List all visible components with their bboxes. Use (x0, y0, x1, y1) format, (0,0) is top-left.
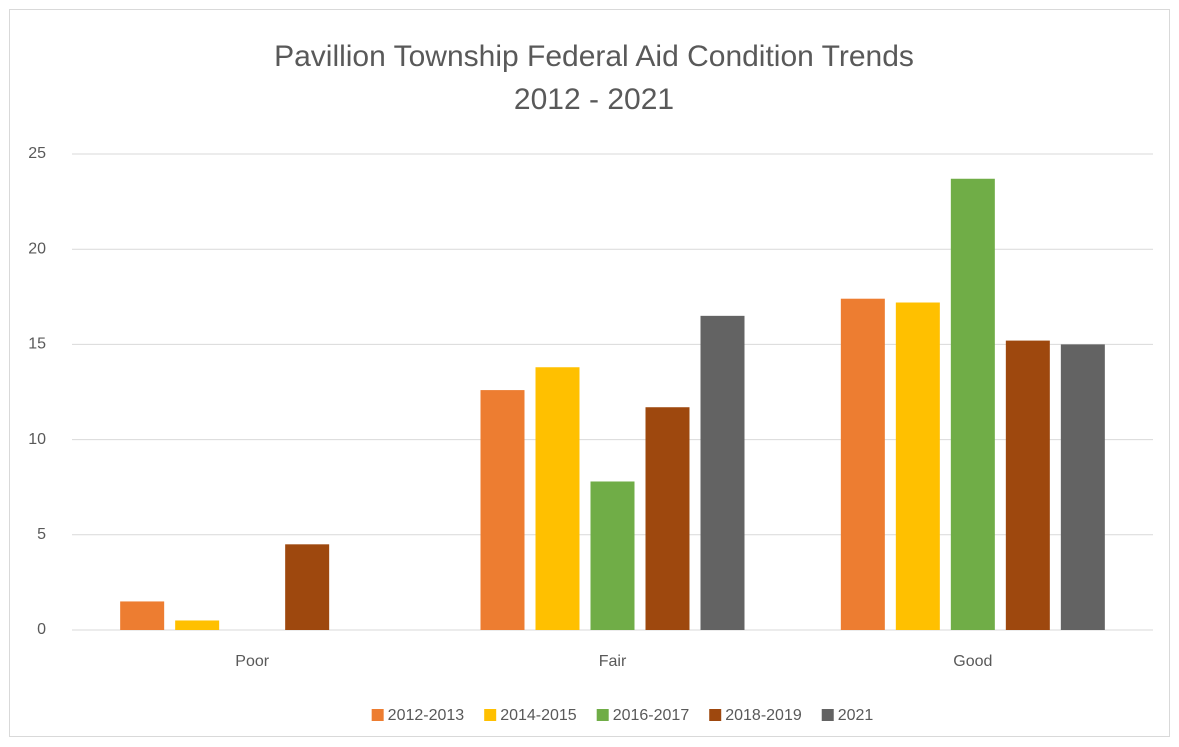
bar (285, 544, 330, 630)
x-tick-label: Fair (599, 653, 627, 670)
bar (895, 302, 940, 630)
x-tick-label: Good (953, 653, 992, 670)
legend-swatch (821, 709, 834, 721)
legend-swatch (371, 709, 384, 721)
y-tick-label: 0 (37, 621, 46, 638)
y-tick-label: 25 (28, 145, 46, 162)
legend-swatch (484, 709, 497, 721)
bar (700, 315, 745, 630)
legend-label: 2021 (838, 707, 874, 724)
x-tick-label: Poor (235, 653, 269, 670)
chart-title: Pavillion Township Federal Aid Condition… (274, 40, 914, 73)
legend-swatch (709, 709, 722, 721)
legend-label: 2014-2015 (500, 707, 577, 724)
y-tick-label: 15 (28, 336, 46, 353)
legend-label: 2012-2013 (388, 707, 465, 724)
bar (120, 601, 165, 630)
bar (950, 178, 995, 630)
bar (840, 298, 885, 630)
chart-subtitle: 2012 - 2021 (514, 83, 674, 116)
bar (535, 367, 580, 630)
y-tick-label: 10 (28, 431, 46, 448)
bar (175, 620, 220, 630)
legend-swatch (596, 709, 609, 721)
bar (590, 481, 635, 630)
legend-label: 2018-2019 (725, 707, 802, 724)
bar (480, 390, 525, 630)
legend-label: 2016-2017 (613, 707, 690, 724)
y-tick-label: 5 (37, 526, 46, 543)
bar (1060, 344, 1105, 630)
bar (1005, 340, 1050, 630)
y-tick-label: 20 (28, 240, 46, 257)
bar (645, 407, 690, 630)
